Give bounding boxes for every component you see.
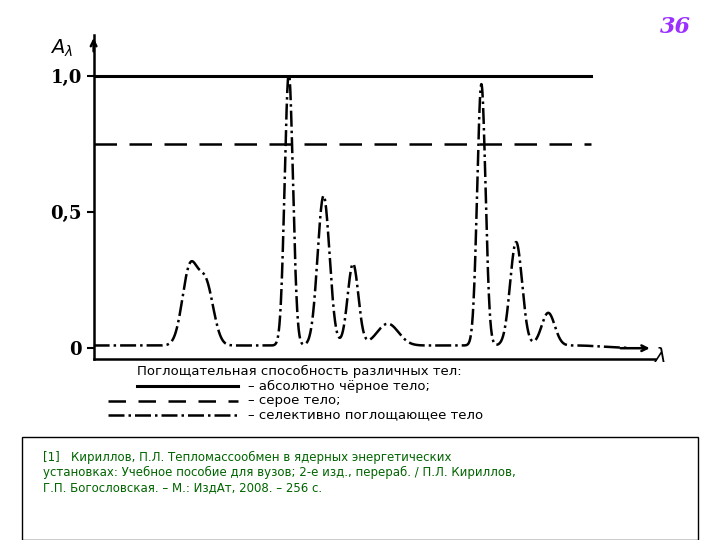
Text: [1]   Кириллов, П.Л. Тепломассообмен в ядерных энергетических
установках: Учебно: [1] Кириллов, П.Л. Тепломассообмен в яде… bbox=[43, 451, 516, 494]
Text: $A_\lambda$: $A_\lambda$ bbox=[50, 38, 73, 59]
Text: 36: 36 bbox=[660, 16, 691, 38]
Text: – серое тело;: – серое тело; bbox=[248, 394, 341, 407]
Text: $\lambda$: $\lambda$ bbox=[654, 347, 667, 366]
Text: Поглощательная способность различных тел:: Поглощательная способность различных тел… bbox=[137, 364, 462, 377]
Text: – селективно поглощающее тело: – селективно поглощающее тело bbox=[248, 409, 484, 422]
Text: – абсолютно чёрное тело;: – абсолютно чёрное тело; bbox=[248, 380, 431, 393]
